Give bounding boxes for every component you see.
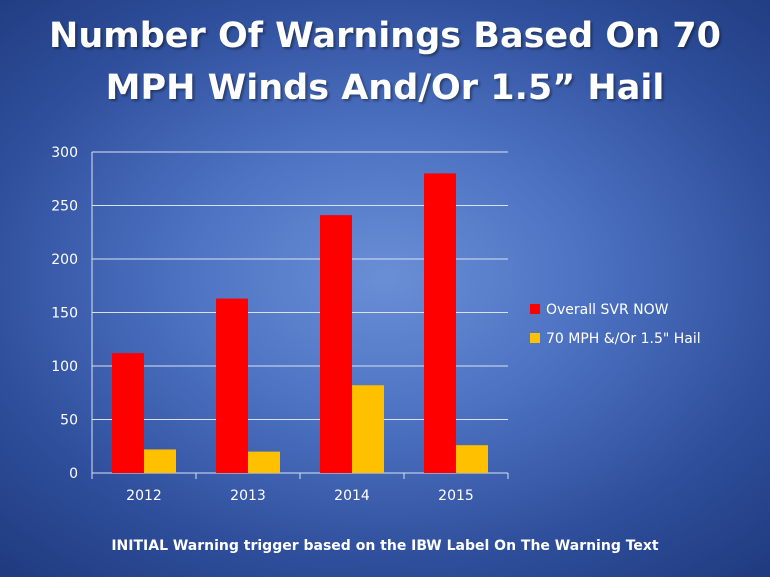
y-tick-label: 0 — [69, 466, 78, 482]
legend-label: 70 MPH &/Or 1.5" Hail — [546, 331, 701, 347]
y-tick-label: 300 — [51, 145, 78, 161]
bar-overall-svr-now-2013 — [216, 298, 248, 473]
x-tick-label: 2013 — [230, 488, 266, 504]
bar-wind-hail-2015 — [456, 445, 488, 473]
x-tick-label: 2014 — [334, 488, 370, 504]
x-tick-label: 2015 — [438, 488, 474, 504]
y-tick-label: 250 — [51, 199, 78, 215]
x-tick-label: 2012 — [126, 488, 162, 504]
y-tick-label: 100 — [51, 359, 78, 375]
footer-note: INITIAL Warning trigger based on the IBW… — [111, 538, 659, 554]
bar-wind-hail-2014 — [352, 385, 384, 473]
bar-wind-hail-2012 — [144, 449, 176, 473]
legend-swatch — [530, 304, 540, 314]
bar-overall-svr-now-2015 — [424, 173, 456, 473]
y-tick-label: 150 — [51, 306, 78, 322]
y-tick-label: 50 — [60, 413, 78, 429]
y-tick-label: 200 — [51, 252, 78, 268]
bar-wind-hail-2013 — [248, 451, 280, 473]
legend-label: Overall SVR NOW — [546, 302, 669, 318]
bar-overall-svr-now-2014 — [320, 215, 352, 473]
title-line-1: Number Of Warnings Based On 70 — [49, 16, 721, 56]
legend-swatch — [530, 333, 540, 343]
title-line-2: MPH Winds And/Or 1.5” Hail — [105, 68, 665, 108]
bar-overall-svr-now-2012 — [112, 353, 144, 473]
slide-title: Number Of Warnings Based On 70 MPH Winds… — [0, 10, 770, 114]
